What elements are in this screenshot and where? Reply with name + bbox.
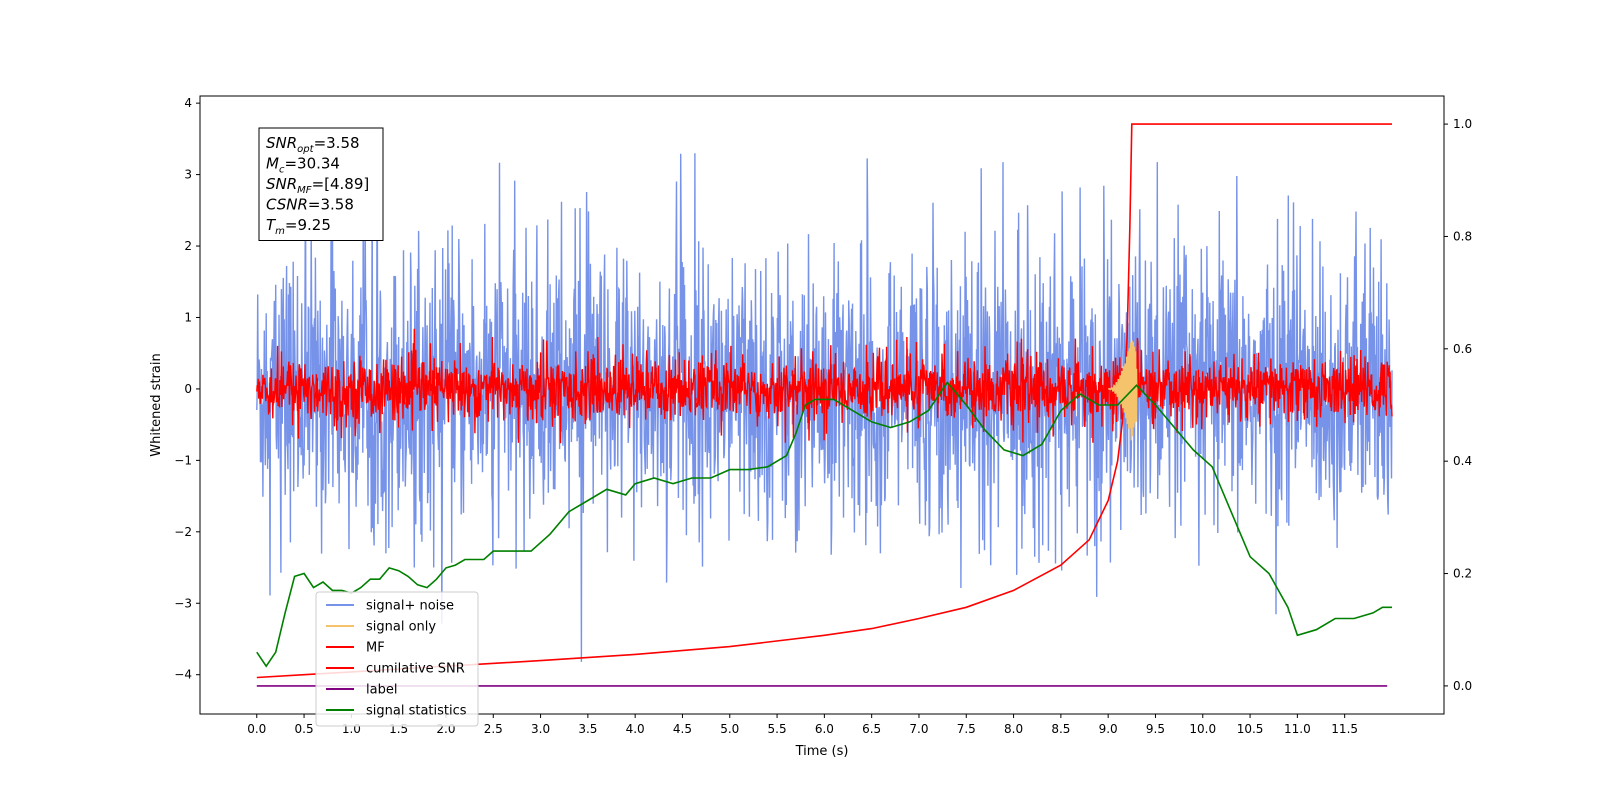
x-tick-label: 5.5 [768,722,787,736]
x-tick-label: 10.5 [1237,722,1264,736]
y2-tick-label: 0.6 [1453,342,1472,356]
annotation-symbol: M [266,155,279,173]
annotation-symbol: T [266,216,277,234]
annotation-symbol: SNR [266,134,297,152]
x-tick-label: 9.5 [1146,722,1165,736]
y-tick-label: 4 [184,96,192,110]
x-tick-label: 8.0 [1004,722,1023,736]
legend-label: signal only [366,620,436,635]
x-tick-label: 7.5 [957,722,976,736]
x-tick-label: 0.5 [295,722,314,736]
y-tick-label: −1 [174,453,192,467]
annotation-box: SNRopt=3.58Mc=30.34SNRMF=[4.89]CSNR=3.58… [258,127,384,241]
y-tick-label: −4 [174,668,192,682]
x-tick-label: 11.5 [1331,722,1358,736]
legend-label: MF [366,641,385,656]
x-tick-label: 6.0 [815,722,834,736]
y2-tick-label: 0.4 [1453,454,1472,468]
annotation-value: =9.25 [285,216,331,234]
annotation-symbol: CSNR [266,196,308,214]
annotation-line: Tm=9.25 [266,216,331,237]
series-line-signal-statistics [256,381,1392,668]
legend-label: signal+ noise [366,599,454,614]
y-axis-label: Whitened strain [149,353,164,456]
annotation-line: SNRMF=[4.89] [266,175,369,196]
y-axis-right: 1.0 0.8 0.6 0.4 0.2 0.0 [1444,117,1472,693]
x-tick-label: 2.5 [484,722,503,736]
annotation-subscript: opt [297,144,314,155]
x-tick-label: 6.5 [862,722,881,736]
y-tick-label: 3 [184,168,192,182]
plot-frame [199,95,1445,715]
x-tick-label: 9.0 [1099,722,1118,736]
y-tick-label: −3 [174,596,192,610]
x-tick-label: 4.0 [626,722,645,736]
legend-frame [315,591,479,727]
annotation-line: Mc=30.34 [266,155,340,176]
y-tick-label: 0 [184,382,192,396]
x-tick-label: 3.5 [578,722,597,736]
y2-tick-label: 0.8 [1453,229,1472,243]
annotation-value: =3.58 [314,134,360,152]
legend-label: cumilative SNR [366,662,465,677]
x-axis-label: Time (s) [795,744,849,759]
y2-tick-label: 1.0 [1453,117,1472,131]
y2-tick-label: 0.0 [1453,679,1472,693]
y-tick-label: 1 [184,310,192,324]
y-tick-label: −2 [174,525,192,539]
legend-label: signal statistics [366,704,467,719]
y2-tick-label: 0.2 [1453,567,1472,581]
series-line-mf [256,328,1393,444]
series-line-cumilative-snr [256,123,1392,679]
x-tick-label: 7.0 [909,722,928,736]
x-tick-label: 10.0 [1189,722,1216,736]
annotation-subscript: c [279,165,285,176]
x-tick-label: 5.0 [720,722,739,736]
annotation-symbol: SNR [266,175,297,193]
annotation-value: =3.58 [308,196,354,214]
x-tick-label: 0.0 [247,722,266,736]
legend: signal+ noise signal only MF cumilative SNR… [315,591,479,727]
y-tick-label: 2 [184,239,192,253]
series-line-signal-only [1108,340,1138,441]
x-axis: 0.0 0.5 1.0 1.5 2.0 2.5 3.0 3.5 4.0 4.5 5.0 5.5 6.0 6… [247,714,1358,736]
x-tick-label: 4.5 [673,722,692,736]
x-tick-label: 11.0 [1284,722,1311,736]
annotation-line: CSNR=3.58 [266,196,354,214]
annotation-line: SNRopt=3.58 [266,134,360,155]
annotation-value: =30.34 [284,155,340,173]
annotation-subscript: MF [297,185,312,196]
annotation-value: =[4.89] [312,175,370,193]
x-tick-label: 3.0 [531,722,550,736]
y-axis-left: 4 3 2 1 0 −1 −2 −3 −4 [174,96,200,682]
annotation-frame [258,127,384,241]
legend-label: label [366,683,397,698]
annotation-subscript: m [275,226,285,237]
x-tick-label: 8.5 [1051,722,1070,736]
